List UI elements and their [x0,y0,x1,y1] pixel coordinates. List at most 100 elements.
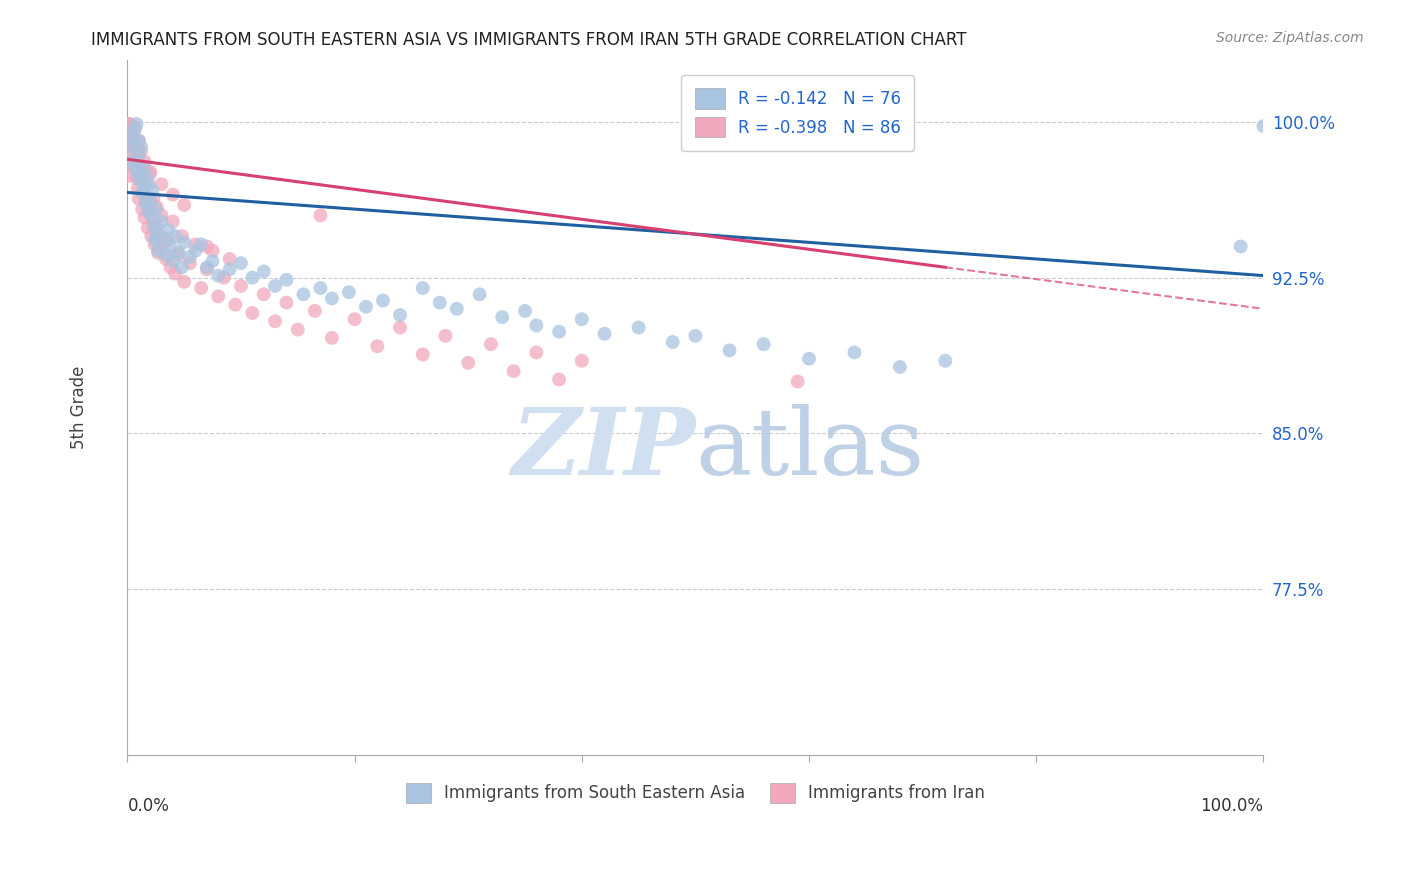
Point [117,117,139,131]
Point [309,281,332,295]
Point [125,142,148,156]
Point [143,237,166,252]
Point [287,322,309,336]
Point [276,295,298,310]
Point [412,281,434,295]
Point [128,156,150,170]
Point [135,194,157,208]
Point [155,248,177,262]
Point [524,318,547,333]
Point [170,260,193,275]
Point [139,194,162,208]
Point [124,121,146,136]
Point [276,273,298,287]
Point [131,202,153,216]
Point [150,178,173,192]
Point [627,320,650,334]
Point [195,262,218,277]
Point [141,184,163,198]
Point [162,187,184,202]
Point [146,244,169,258]
Point [135,178,157,192]
Text: Source: ZipAtlas.com: Source: ZipAtlas.com [1216,31,1364,45]
Text: 0.0%: 0.0% [128,797,169,815]
Point [207,268,229,283]
Point [128,192,150,206]
Point [229,256,252,270]
Point [132,161,155,175]
Point [201,244,224,258]
Point [121,140,143,154]
Point [190,237,212,252]
Point [134,179,156,194]
Point [429,295,451,310]
Point [117,159,139,173]
Point [224,298,246,312]
Point [479,337,502,351]
Point [122,119,145,133]
Point [571,312,593,326]
Point [117,169,139,183]
Point [148,227,170,241]
Point [212,270,235,285]
Point [786,375,808,389]
Point [120,128,142,142]
Point [548,325,571,339]
Point [170,229,193,244]
Point [132,184,155,198]
Point [127,153,149,167]
Point [184,237,207,252]
Point [146,245,169,260]
Point [195,239,218,253]
Point [571,353,593,368]
Point [190,281,212,295]
Point [128,148,150,162]
Point [125,171,148,186]
Point [434,328,457,343]
Point [157,223,180,237]
Point [145,202,167,216]
Point [129,140,152,154]
Point [321,331,343,345]
Point [139,167,162,181]
Point [122,154,145,169]
Point [162,214,184,228]
Point [138,202,160,216]
Legend: Immigrants from South Eastern Asia, Immigrants from Iran: Immigrants from South Eastern Asia, Immi… [399,776,991,810]
Point [134,154,156,169]
Point [468,287,491,301]
Point [122,123,145,137]
Point [125,117,148,131]
Point [264,314,287,328]
Point [136,220,159,235]
Point [253,264,276,278]
Point [218,262,240,277]
Point [304,304,326,318]
Point [127,181,149,195]
Point [240,306,263,320]
Text: atlas: atlas [696,404,925,494]
Point [264,279,287,293]
Point [752,337,775,351]
Point [366,339,388,353]
Point [179,256,201,270]
Point [412,347,434,361]
Point [513,304,536,318]
Point [292,287,315,301]
Point [167,248,190,262]
Point [157,233,180,247]
Point [343,312,366,326]
Point [167,245,190,260]
Point [389,308,412,322]
Point [718,343,741,358]
Point [159,239,181,253]
Point [146,200,169,214]
Point [150,208,173,222]
Point [134,211,156,225]
Point [309,208,332,222]
Point [145,219,167,233]
Point [141,211,163,225]
Point [124,161,146,175]
Point [127,167,149,181]
Point [135,169,157,183]
